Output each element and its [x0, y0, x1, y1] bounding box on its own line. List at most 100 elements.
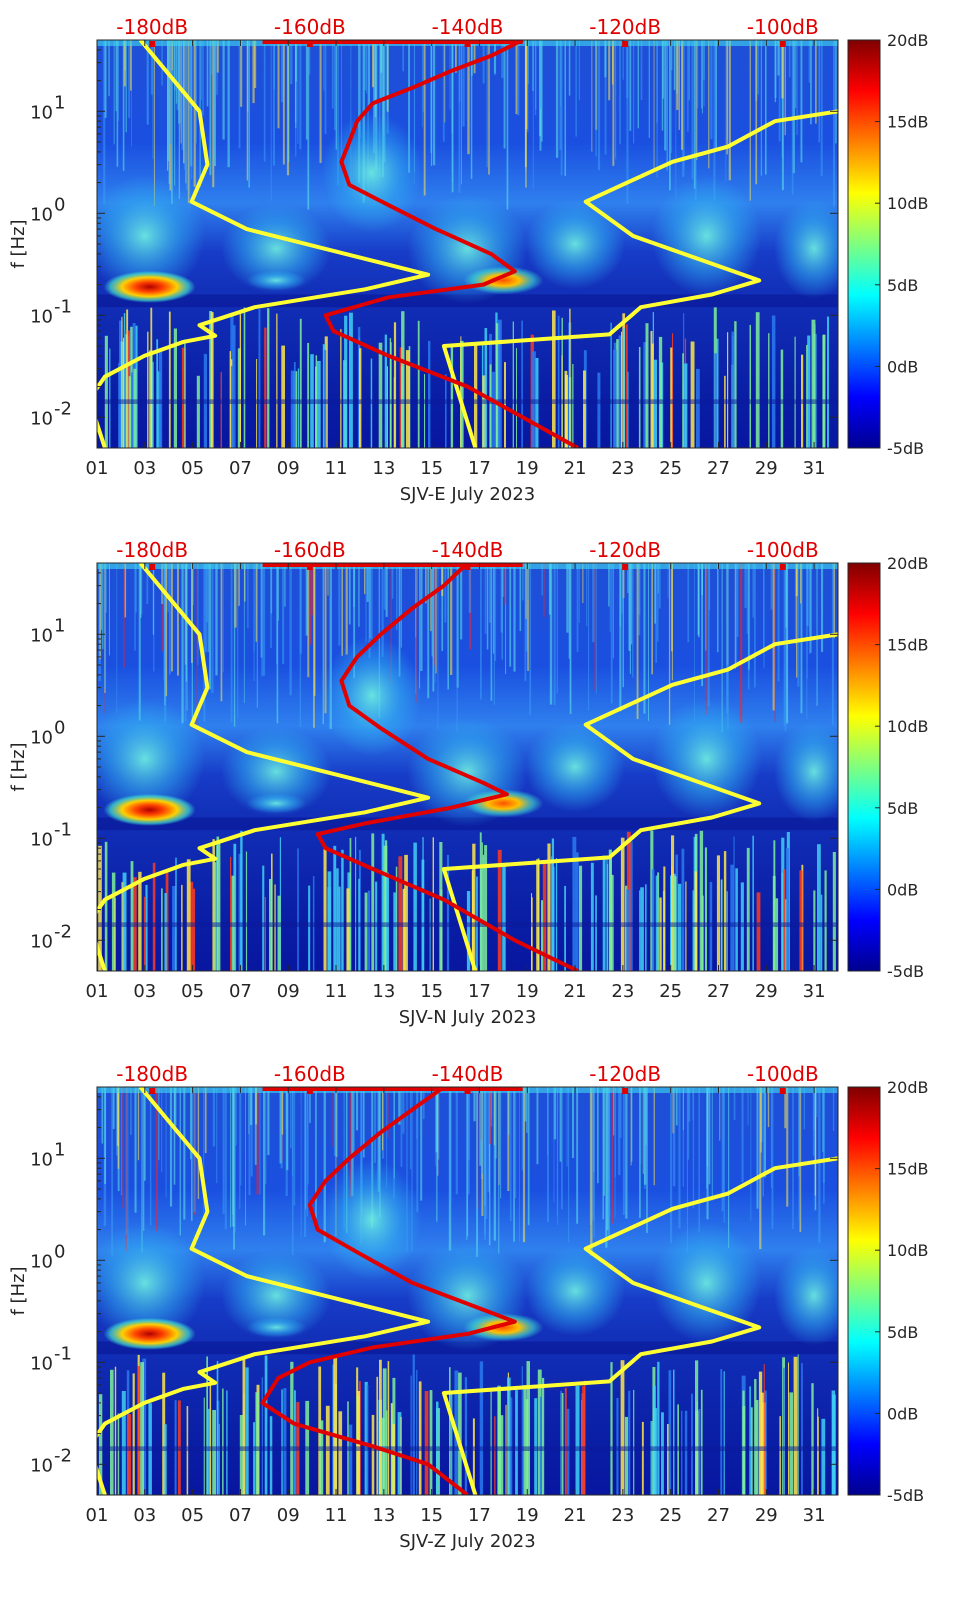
- low-freq-band: [749, 324, 751, 448]
- hf-streak: [213, 40, 216, 167]
- hf-streak: [261, 563, 264, 677]
- hf-streak: [648, 563, 649, 721]
- hf-streak: [473, 1087, 476, 1122]
- yellow-curve-left: [97, 40, 431, 448]
- hf-streak: [576, 563, 579, 652]
- hf-streak: [252, 40, 255, 104]
- hf-streak: [526, 1087, 528, 1133]
- hf-streak: [788, 40, 791, 78]
- low-freq-band: [628, 1390, 631, 1495]
- hf-streak: [458, 40, 461, 102]
- low-freq-band: [817, 1416, 819, 1495]
- hf-streak: [455, 40, 457, 73]
- hf-streak: [353, 1087, 355, 1157]
- low-freq-band: [118, 362, 121, 448]
- low-freq-band: [789, 1392, 793, 1495]
- low-freq-band: [140, 1362, 144, 1495]
- hf-streak: [372, 40, 375, 88]
- hf-streak: [505, 563, 507, 675]
- hf-streak: [808, 563, 811, 654]
- low-freq-band: [269, 1416, 273, 1495]
- low-freq-band: [320, 1420, 324, 1495]
- x-tick-label: 21: [564, 981, 587, 1002]
- low-freq-band: [143, 896, 146, 971]
- low-freq-band: [175, 857, 177, 971]
- hf-streak: [149, 1087, 152, 1226]
- hf-streak: [691, 40, 694, 180]
- microseism-cloud: [651, 1222, 762, 1343]
- hf-streak: [670, 1087, 673, 1243]
- x-tick-label: 07: [229, 981, 252, 1002]
- low-freq-band: [212, 839, 215, 971]
- low-freq-band: [749, 1386, 751, 1495]
- hf-streak: [797, 563, 800, 687]
- hf-streak: [179, 1087, 181, 1236]
- hf-streak: [777, 563, 780, 682]
- hf-streak: [621, 563, 624, 614]
- hf-streak: [161, 563, 164, 604]
- low-freq-band: [253, 1422, 255, 1495]
- hf-streak: [655, 563, 657, 663]
- colorbar: [847, 1086, 881, 1496]
- y-tick-exponent: 0: [54, 194, 65, 215]
- hf-streak: [770, 1087, 773, 1189]
- yellow-curve-right: [441, 632, 838, 971]
- hf-streak: [481, 1087, 484, 1174]
- hf-streak: [638, 563, 641, 636]
- top-db-label: -100dB: [747, 538, 819, 562]
- hf-streak: [449, 40, 451, 110]
- hf-streak: [705, 563, 707, 651]
- hf-streak: [211, 563, 214, 693]
- low-freq-band: [429, 898, 431, 971]
- hf-streak: [784, 40, 786, 136]
- microseism-cloud: [774, 1245, 838, 1346]
- low-freq-band: [625, 324, 628, 448]
- hf-streak: [140, 563, 143, 615]
- hf-streak: [467, 40, 470, 155]
- hf-streak: [480, 563, 482, 700]
- hf-streak: [450, 563, 453, 675]
- top-db-label: -160dB: [274, 538, 346, 562]
- warm-spot: [463, 266, 544, 295]
- low-freq-band: [667, 1424, 670, 1495]
- hf-streak: [430, 40, 433, 166]
- hf-streak: [687, 1087, 690, 1160]
- hf-streak: [605, 1087, 608, 1248]
- low-freq-band: [109, 348, 111, 448]
- hf-streak: [527, 563, 529, 671]
- x-tick-label: 03: [133, 1505, 156, 1526]
- y-tick-label: 10: [30, 727, 53, 748]
- hf-streak: [338, 563, 341, 646]
- hf-streak: [482, 40, 485, 84]
- microseism-cloud: [651, 175, 762, 296]
- top-db-marker: [149, 41, 156, 47]
- hf-streak: [350, 40, 352, 189]
- low-freq-band: [754, 1379, 757, 1495]
- low-freq-band: [392, 1424, 395, 1495]
- hf-streak: [216, 40, 219, 73]
- hf-streak: [668, 563, 671, 725]
- y-tick-label: 10: [30, 1455, 53, 1476]
- low-freq-band: [695, 1360, 699, 1495]
- hf-streak: [365, 563, 367, 642]
- hf-streak: [146, 563, 149, 604]
- hf-streak: [815, 40, 817, 124]
- colorbar-tick-label: 0dB: [887, 1404, 918, 1423]
- low-freq-band: [542, 1377, 545, 1495]
- hf-streak: [726, 40, 728, 155]
- low-freq-band: [417, 320, 420, 448]
- hf-streak: [521, 1087, 523, 1171]
- low-freq-band: [232, 325, 236, 448]
- low-freq-band: [429, 1390, 433, 1495]
- low-freq-band: [673, 1369, 675, 1495]
- hf-streak: [246, 40, 249, 181]
- hf-streak: [406, 1087, 408, 1252]
- low-freq-band: [132, 1373, 135, 1495]
- hf-streak: [441, 563, 444, 597]
- low-freq-band: [541, 900, 544, 971]
- low-freq-band: [274, 884, 276, 971]
- low-freq-band: [324, 336, 328, 448]
- hf-streak: [501, 563, 503, 660]
- low-freq-band: [701, 895, 704, 971]
- hf-streak: [435, 1087, 436, 1167]
